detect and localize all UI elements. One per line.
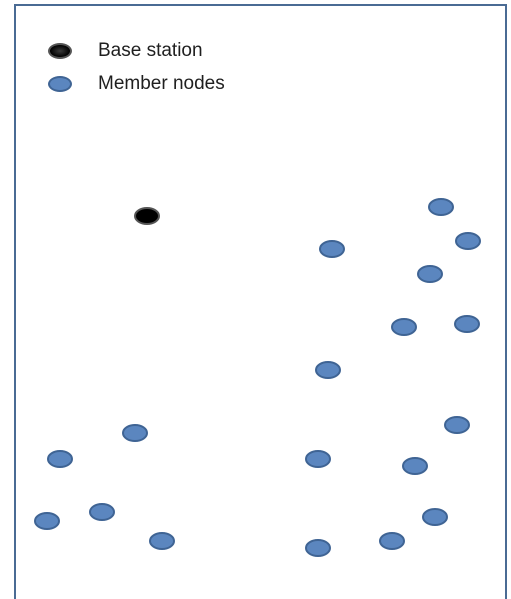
legend-item-base-station: Base station <box>48 40 203 62</box>
member-node <box>305 539 331 557</box>
base-station-legend-icon <box>48 43 72 59</box>
member-node <box>315 361 341 379</box>
diagram-frame <box>14 4 507 599</box>
member-node <box>402 457 428 475</box>
member-node <box>149 532 175 550</box>
member-node <box>391 318 417 336</box>
member-node <box>122 424 148 442</box>
legend-item-member-nodes: Member nodes <box>48 73 225 95</box>
member-node <box>379 532 405 550</box>
member-node <box>422 508 448 526</box>
member-node <box>34 512 60 530</box>
member-node <box>47 450 73 468</box>
member-node <box>428 198 454 216</box>
member-node <box>305 450 331 468</box>
legend-label-base-station: Base station <box>98 40 203 61</box>
member-node <box>454 315 480 333</box>
member-node <box>319 240 345 258</box>
base-station-node <box>134 207 160 225</box>
member-node <box>455 232 481 250</box>
member-node <box>417 265 443 283</box>
member-node-legend-icon <box>48 76 72 92</box>
member-node <box>89 503 115 521</box>
legend-label-member-nodes: Member nodes <box>98 73 225 94</box>
member-node <box>444 416 470 434</box>
